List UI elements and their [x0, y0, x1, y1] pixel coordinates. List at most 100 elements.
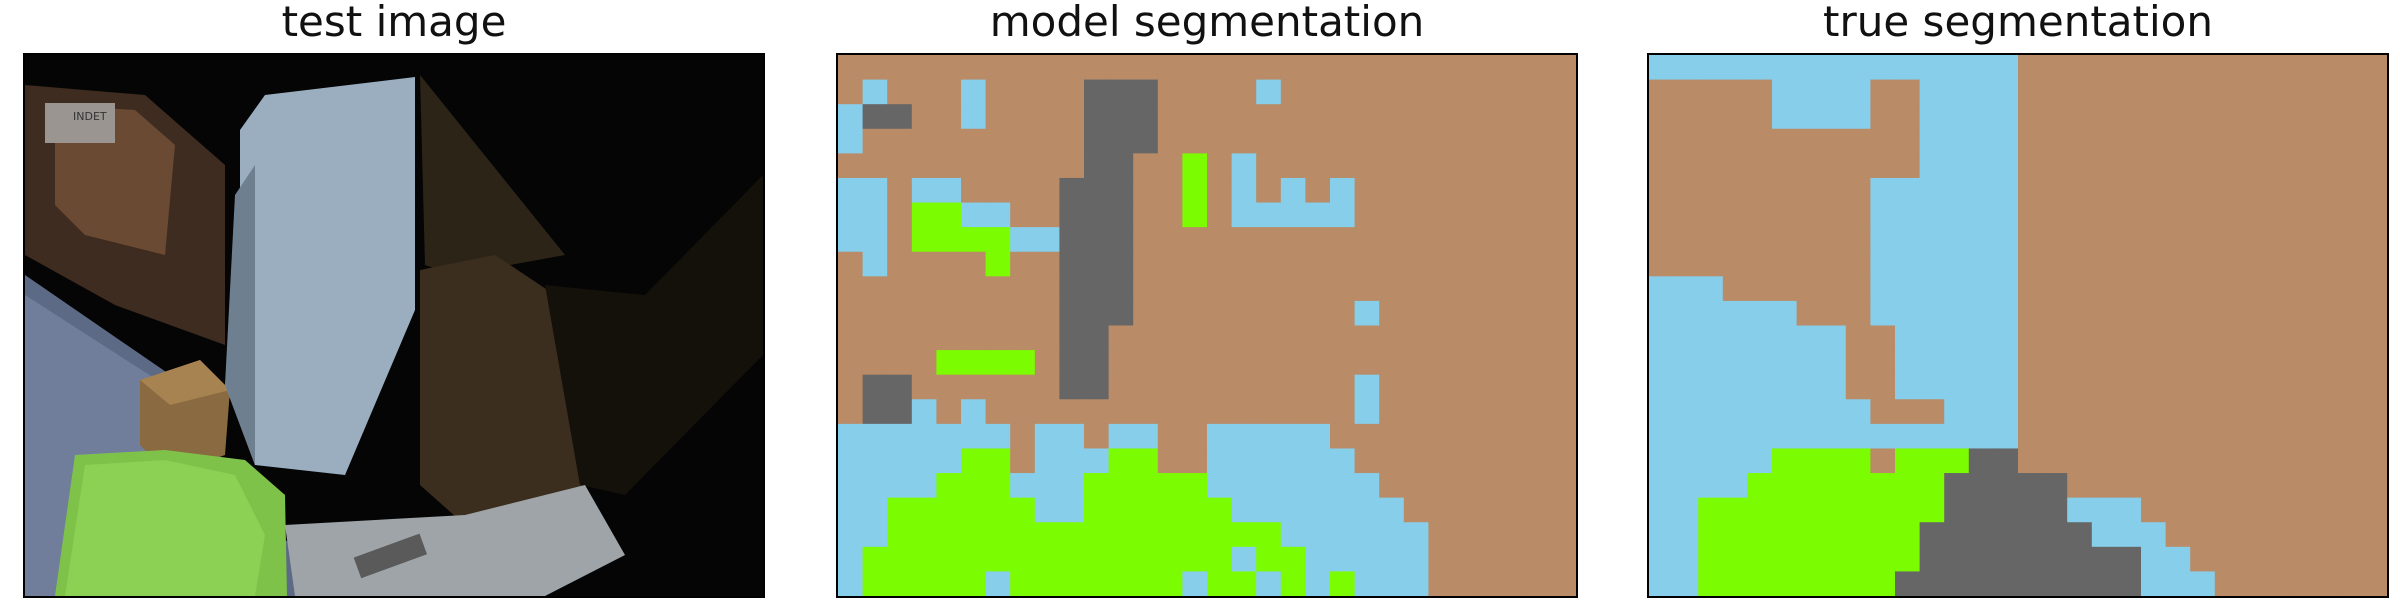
- wall-cell: [2091, 128, 2117, 154]
- object-cell: [1084, 153, 1110, 179]
- object-cell: [1084, 325, 1110, 351]
- sky-cell: [1256, 423, 1282, 449]
- wall-cell: [1207, 227, 1233, 253]
- wall-cell: [2165, 128, 2191, 154]
- wall-cell: [1157, 399, 1183, 425]
- wall-cell: [1526, 251, 1552, 277]
- wall-cell: [1526, 399, 1552, 425]
- sky-cell: [1673, 300, 1699, 326]
- wall-cell: [1157, 325, 1183, 351]
- object-cell: [1108, 153, 1134, 179]
- wall-cell: [887, 350, 913, 376]
- grass-cell: [1870, 497, 1896, 523]
- wall-cell: [911, 55, 937, 81]
- wall-cell: [1330, 55, 1356, 81]
- wall-cell: [2091, 473, 2117, 499]
- grass-cell: [961, 546, 987, 572]
- object-cell: [1059, 374, 1085, 400]
- object-cell: [2042, 473, 2068, 499]
- grass-cell: [1919, 497, 1945, 523]
- wall-cell: [1502, 448, 1528, 474]
- object-cell: [2042, 522, 2068, 548]
- sky-cell: [1256, 473, 1282, 499]
- sky-cell: [1895, 374, 1921, 400]
- sky-cell: [1673, 522, 1699, 548]
- grass-cell: [1133, 497, 1159, 523]
- wall-cell: [2165, 522, 2191, 548]
- wall-cell: [1403, 79, 1429, 105]
- panel-test-image: test image INDET: [23, 0, 765, 600]
- grass-cell: [1895, 497, 1921, 523]
- sky-cell: [1747, 325, 1773, 351]
- wall-cell: [2313, 128, 2339, 154]
- wall-cell: [2362, 104, 2387, 130]
- sky-cell: [887, 473, 913, 499]
- sky-cell: [838, 546, 864, 572]
- grass-cell: [1034, 522, 1060, 548]
- sky-cell: [1772, 423, 1798, 449]
- wall-cell: [1870, 374, 1896, 400]
- grass-cell: [1108, 522, 1134, 548]
- wall-cell: [2239, 128, 2265, 154]
- wall-cell: [2165, 374, 2191, 400]
- grass-cell: [1182, 202, 1208, 228]
- sky-cell: [1010, 473, 1036, 499]
- wall-cell: [2288, 128, 2314, 154]
- sky-cell: [1256, 448, 1282, 474]
- sky-cell: [1330, 177, 1356, 204]
- wall-cell: [1108, 399, 1134, 425]
- wall-cell: [1010, 399, 1036, 425]
- wall-cell: [1453, 79, 1479, 105]
- wall-cell: [2264, 522, 2290, 548]
- wall-cell: [2042, 276, 2068, 302]
- wall-cell: [1182, 104, 1208, 130]
- wall-cell: [911, 350, 937, 376]
- sky-cell: [1379, 497, 1405, 523]
- grass-cell: [936, 522, 962, 548]
- wall-cell: [961, 251, 987, 277]
- wall-cell: [2091, 399, 2117, 425]
- sky-cell: [1895, 276, 1921, 302]
- wall-cell: [1207, 153, 1233, 179]
- object-cell: [1895, 571, 1921, 596]
- object-cell: [2018, 473, 2044, 499]
- wall-cell: [2313, 227, 2339, 253]
- wall-cell: [2116, 177, 2142, 204]
- wall-cell: [2067, 202, 2093, 228]
- sky-cell: [1993, 374, 2019, 400]
- sky-cell: [1059, 423, 1085, 449]
- object-cell: [1993, 546, 2019, 572]
- grass-cell: [1059, 522, 1085, 548]
- wall-cell: [1403, 202, 1429, 228]
- object-cell: [1059, 300, 1085, 326]
- test-image: INDET: [25, 55, 763, 596]
- wall-cell: [1698, 153, 1724, 179]
- wall-cell: [1722, 128, 1748, 154]
- wall-cell: [1182, 79, 1208, 105]
- wall-cell: [1551, 300, 1576, 326]
- sky-cell: [1772, 300, 1798, 326]
- wall-cell: [1379, 399, 1405, 425]
- wall-cell: [2214, 325, 2240, 351]
- wall-cell: [2337, 153, 2363, 179]
- wall-cell: [961, 177, 987, 204]
- wall-cell: [1919, 399, 1945, 425]
- grass-cell: [1821, 571, 1847, 596]
- sky-cell: [1722, 350, 1748, 376]
- wall-cell: [1330, 350, 1356, 376]
- sky-cell: [1944, 374, 1970, 400]
- wall-cell: [1502, 55, 1528, 81]
- wall-cell: [2362, 473, 2387, 499]
- sky-cell: [1698, 325, 1724, 351]
- wall-cell: [1403, 473, 1429, 499]
- wall-cell: [936, 399, 962, 425]
- object-cell: [1084, 251, 1110, 277]
- grass-cell: [936, 571, 962, 596]
- wall-cell: [2067, 153, 2093, 179]
- wall-cell: [2239, 104, 2265, 130]
- object-cell: [1133, 79, 1159, 105]
- sky-cell: [1993, 399, 2019, 425]
- sky-cell: [1919, 227, 1945, 253]
- sky-cell: [1919, 251, 1945, 277]
- wall-cell: [1108, 325, 1134, 351]
